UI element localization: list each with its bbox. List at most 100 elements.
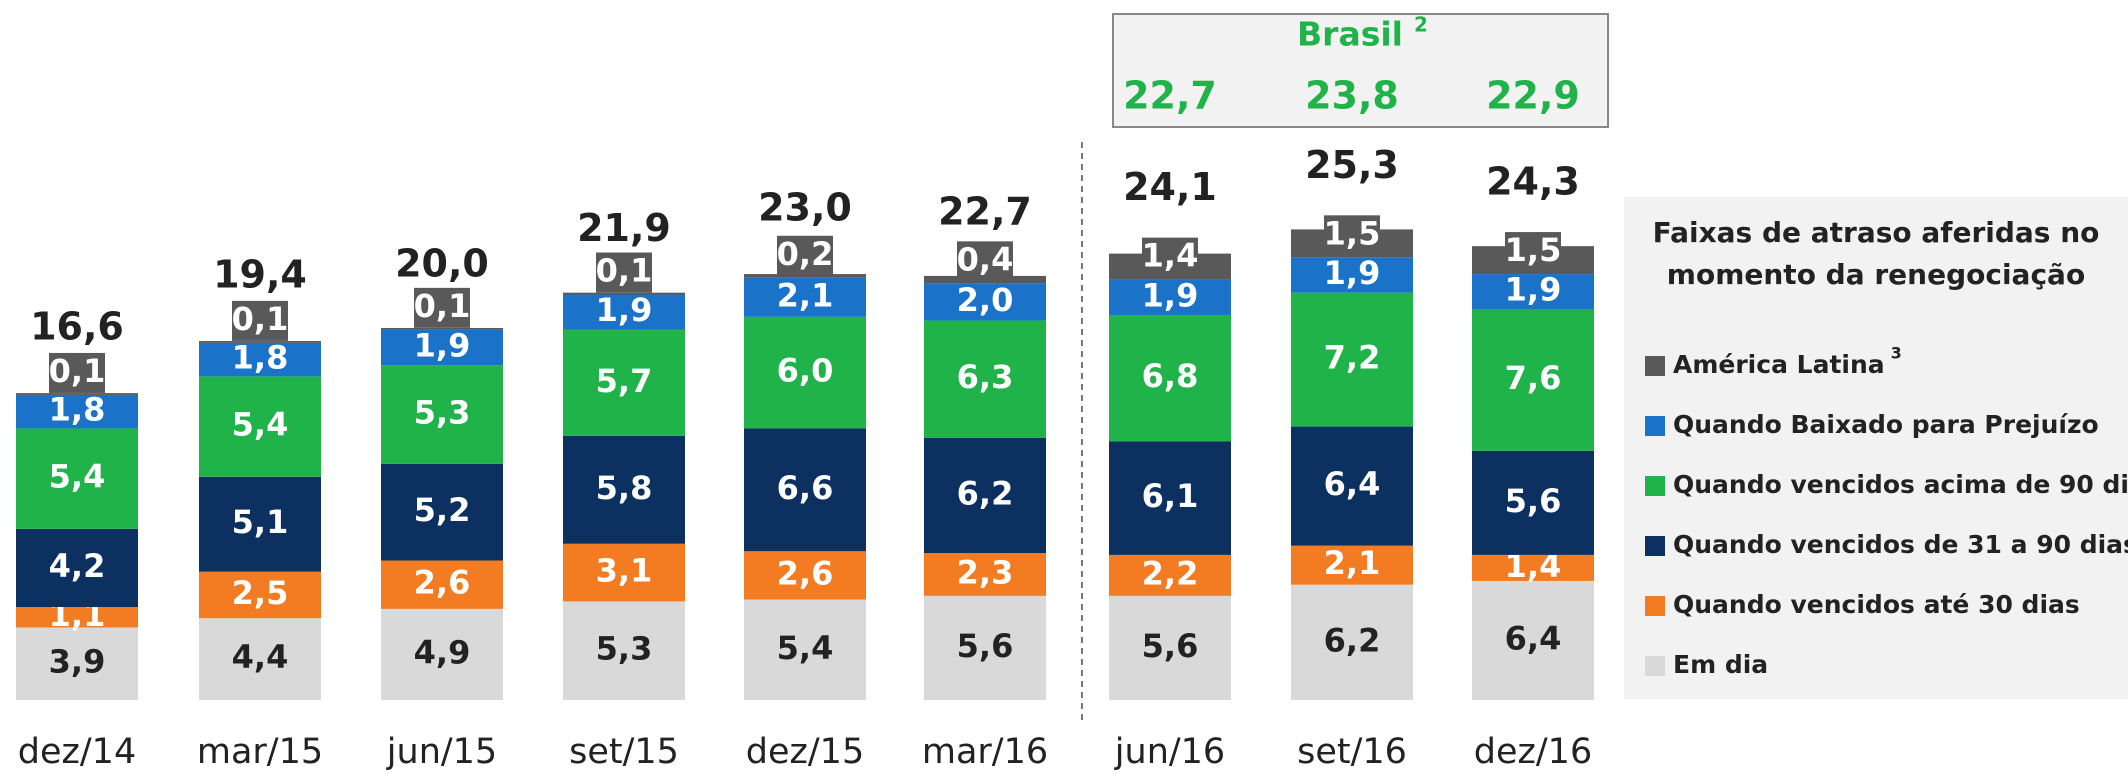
bar-segment <box>1291 257 1413 293</box>
brasil-value: 22,9 <box>1486 74 1580 118</box>
value-label: 5,1 <box>232 503 289 541</box>
bar-segment <box>563 292 685 295</box>
bar-segment <box>1291 545 1413 585</box>
legend-title: Faixas de atraso aferidas no <box>1653 216 2100 249</box>
value-label: 4,9 <box>414 633 471 671</box>
bar-segment <box>744 428 866 552</box>
value-label: 6,3 <box>957 358 1014 396</box>
legend-label: Quando vencidos até 30 dias <box>1673 590 2080 619</box>
value-label: 0,4 <box>957 240 1014 278</box>
label-bg <box>596 252 652 293</box>
x-tick-label: dez/14 <box>18 732 136 772</box>
x-tick-label: dez/15 <box>746 732 864 772</box>
bar-segment <box>16 394 138 429</box>
total-label: 16,6 <box>30 305 124 349</box>
value-label: 5,8 <box>596 469 653 507</box>
legend-label: Quando vencidos de 31 a 90 dias <box>1673 530 2128 559</box>
value-label: 1,8 <box>49 391 106 429</box>
legend-label: Em dia <box>1673 650 1768 679</box>
value-label: 4,4 <box>232 638 289 676</box>
total-label: 20,0 <box>395 242 489 286</box>
value-label: 1,9 <box>596 291 653 329</box>
bar-segment <box>199 476 321 572</box>
bar-segment <box>924 553 1046 596</box>
total-label: 24,1 <box>1123 165 1217 209</box>
bar-segment <box>1109 279 1231 315</box>
value-label: 6,4 <box>1505 619 1562 657</box>
bar-segment <box>1472 309 1594 451</box>
bar-segment <box>1291 292 1413 427</box>
label-bg <box>232 300 288 341</box>
bar-segment <box>1109 441 1231 555</box>
label-bg <box>49 352 105 393</box>
bar-segment <box>1291 584 1413 700</box>
x-tick-label: mar/15 <box>197 732 323 772</box>
bar-segment <box>16 428 138 529</box>
value-label: 0,1 <box>49 352 106 390</box>
total-label: 23,0 <box>758 186 852 230</box>
bar-segment <box>16 607 138 628</box>
bar-segment <box>16 393 138 395</box>
total-label: 22,7 <box>938 189 1032 233</box>
brasil-value: 23,8 <box>1305 74 1399 118</box>
value-label: 0,1 <box>414 287 471 325</box>
value-label: 6,1 <box>1142 477 1199 515</box>
bar-segment <box>1109 314 1231 442</box>
bar-segment <box>563 294 685 330</box>
value-label: 1,5 <box>1324 214 1381 252</box>
bar-segment <box>1472 450 1594 555</box>
legend-swatch <box>1645 596 1665 616</box>
bar-segment <box>199 618 321 700</box>
total-label: 19,4 <box>213 253 307 297</box>
label-bg <box>777 235 833 276</box>
bar-segment <box>381 608 503 700</box>
value-label: 3,1 <box>596 552 653 590</box>
bar-segment <box>924 595 1046 700</box>
bar-segment <box>381 328 503 330</box>
brasil-value: 22,7 <box>1123 74 1217 118</box>
value-label: 6,4 <box>1324 465 1381 503</box>
value-label: 1,9 <box>1142 276 1199 314</box>
value-label: 2,0 <box>957 281 1014 319</box>
value-label: 6,2 <box>957 474 1014 512</box>
legend-label: Quando vencidos acima de 90 dias <box>1673 470 2128 499</box>
value-label: 1,9 <box>1324 254 1381 292</box>
value-label: 0,1 <box>232 300 289 338</box>
brasil-title: Brasil <box>1297 15 1403 54</box>
value-label: 5,4 <box>49 458 106 496</box>
value-label: 5,6 <box>1505 482 1562 520</box>
legend-swatch <box>1645 656 1665 676</box>
label-bg <box>414 287 470 328</box>
bar-segment <box>1472 554 1594 581</box>
value-label: 6,6 <box>777 469 834 507</box>
legend-note: 3 <box>1891 344 1902 363</box>
bar-segment <box>924 320 1046 438</box>
value-label: 2,3 <box>957 553 1014 591</box>
value-label: 5,3 <box>596 630 653 668</box>
value-label: 2,1 <box>777 276 834 314</box>
value-label: 5,6 <box>1142 627 1199 665</box>
value-label: 1,9 <box>1505 271 1562 309</box>
value-label: 0,1 <box>596 252 653 290</box>
value-label: 0,2 <box>777 235 834 273</box>
label-bg <box>957 241 1013 282</box>
value-label: 2,6 <box>777 554 834 592</box>
legend-label: Quando Baixado para Prejuízo <box>1673 410 2099 439</box>
bar-segment <box>1472 580 1594 700</box>
bar-segment <box>381 365 503 464</box>
value-label: 5,7 <box>596 362 653 400</box>
bar-segment <box>744 274 866 278</box>
value-label: 7,2 <box>1324 339 1381 377</box>
bar-segment <box>199 341 321 343</box>
bar-segment <box>199 571 321 619</box>
brasil-box <box>1112 13 1609 128</box>
legend-swatch <box>1645 476 1665 496</box>
bar-segment <box>563 329 685 436</box>
bar-segment <box>199 376 321 477</box>
legend-swatch <box>1645 536 1665 556</box>
total-label: 21,9 <box>577 206 671 250</box>
x-tick-label: dez/16 <box>1474 732 1592 772</box>
bar-segment <box>744 551 866 600</box>
value-label: 5,6 <box>957 627 1014 665</box>
value-label: 7,6 <box>1505 359 1562 397</box>
